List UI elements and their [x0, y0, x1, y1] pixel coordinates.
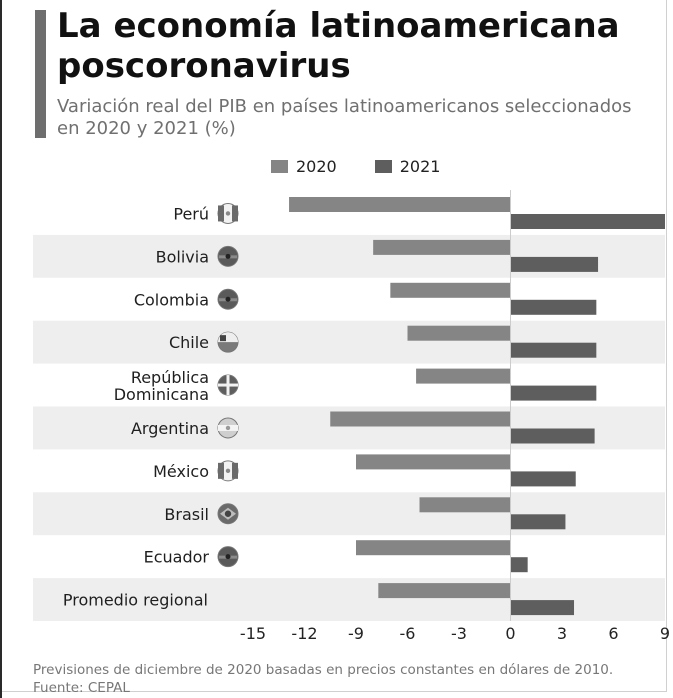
bar-2021	[510, 214, 665, 229]
category-label: Ecuador	[144, 548, 210, 567]
bar-2021	[510, 385, 597, 401]
chart-title: La economía latinoamericana poscoronavir…	[57, 6, 620, 86]
mexico-flag-stripe	[218, 462, 224, 479]
bar-2020	[416, 368, 511, 384]
bar-2021	[510, 256, 599, 272]
mexico-flag-stripe	[232, 462, 238, 479]
category-label: Argentina	[131, 419, 209, 438]
chart-subtitle: Variación real del PIB en países latinoa…	[57, 96, 632, 139]
title-accent-bar	[35, 10, 46, 138]
bar-2020	[356, 540, 511, 556]
dominican-flag-cross	[226, 375, 230, 396]
bar-2020	[407, 325, 511, 341]
mexico-flag-emblem	[225, 468, 231, 474]
x-tick-label: 6	[608, 624, 618, 643]
peru-flag-emblem	[225, 211, 231, 216]
x-tick-label: 9	[660, 624, 670, 643]
bar-2021	[510, 557, 528, 573]
bar-2020	[330, 411, 511, 427]
legend-label-2021: 2021	[399, 157, 441, 176]
bar-2021	[510, 600, 575, 616]
bar-2020	[289, 197, 511, 212]
bar-2021	[510, 514, 566, 530]
category-label: Promedio regional	[63, 591, 208, 610]
chile-flag-canton	[220, 335, 226, 342]
footer: Previsiones de diciembre de 2020 basadas…	[33, 661, 673, 697]
category-label: Perú	[173, 204, 209, 223]
x-tick-label: -15	[240, 624, 266, 643]
category-label: Colombia	[134, 290, 209, 309]
legend-swatch-2020	[271, 160, 288, 173]
bar-2020	[356, 454, 511, 470]
left-border	[0, 0, 2, 698]
bar-2020	[373, 239, 511, 255]
legend-item-2021: 2021	[374, 157, 441, 176]
x-tick-label: 3	[557, 624, 567, 643]
footer-source: Fuente: CEPAL	[33, 680, 130, 696]
footer-note: Previsiones de diciembre de 2020 basadas…	[33, 662, 614, 678]
colombia-flag-emblem	[225, 296, 231, 302]
x-tick-label: -12	[291, 624, 317, 643]
bar-2020	[378, 583, 511, 599]
legend: 2020 2021	[271, 157, 478, 176]
ecuador-flag-emblem	[225, 554, 231, 560]
bolivia-flag-emblem	[225, 253, 231, 259]
argentina-flag-sun	[225, 425, 231, 431]
category-label: México	[153, 462, 209, 481]
bar-2020	[390, 282, 511, 298]
bar-2021	[510, 342, 597, 358]
legend-label-2020: 2020	[296, 157, 337, 176]
row-band	[33, 492, 665, 536]
bar-chart: Perú Bolivia Colombia Chile República Dominic…	[33, 190, 670, 643]
legend-item-2020: 2020	[271, 157, 337, 176]
category-label: Bolivia	[156, 247, 209, 266]
category-label: Chile	[169, 333, 209, 352]
bar-2020	[419, 497, 511, 513]
x-tick-label: -3	[451, 624, 467, 643]
bar-2021	[510, 299, 597, 315]
x-tick-label: -9	[348, 624, 364, 643]
x-tick-label: -6	[400, 624, 416, 643]
bar-2021	[510, 471, 576, 487]
category-label: República Dominicana	[114, 368, 209, 404]
category-label: Brasil	[164, 505, 209, 524]
peru-flag-stripe	[218, 205, 224, 222]
legend-swatch-2021	[374, 160, 392, 173]
x-tick-label: 0	[505, 624, 515, 643]
bar-2021	[510, 428, 595, 444]
peru-flag-stripe	[232, 205, 238, 222]
brazil-flag-globe	[224, 510, 232, 517]
